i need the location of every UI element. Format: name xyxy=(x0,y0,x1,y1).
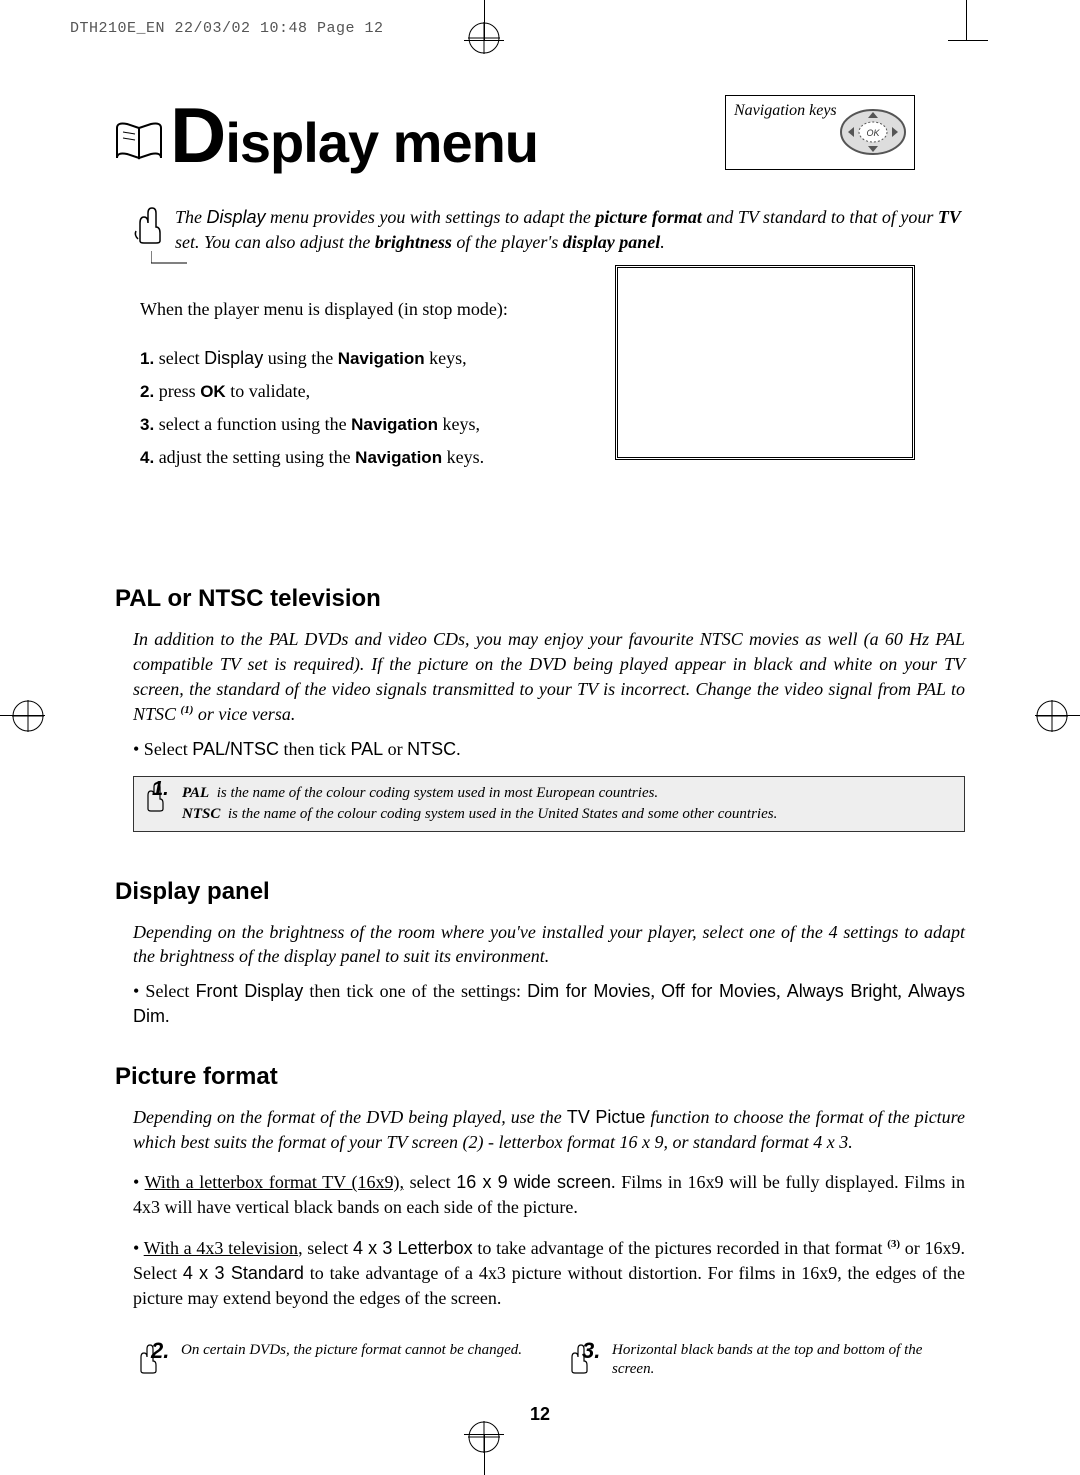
section-display-panel-body: Depending on the brightness of the room … xyxy=(133,920,965,970)
book-icon xyxy=(115,120,167,167)
picture-format-bullet-1: • With a letterbox format TV (16x9), sel… xyxy=(133,1170,965,1220)
nav-keys-label: Navigation keys xyxy=(734,102,837,119)
display-panel-bullet: • Select Front Display then tick one of … xyxy=(133,979,965,1029)
navigation-keys-box: Navigation keys OK xyxy=(725,95,915,170)
print-header: DTH210E_EN 22/03/02 10:48 Page 12 xyxy=(70,20,384,37)
intro-text: The Display menu provides you with setti… xyxy=(175,205,965,255)
page-title: Display menu xyxy=(170,90,538,181)
bracket-icon xyxy=(151,251,191,265)
footnote-number: 3. xyxy=(582,1337,600,1366)
page-number: 12 xyxy=(0,1404,1080,1425)
footnote-2: 2. On certain DVDs, the picture format c… xyxy=(133,1341,534,1380)
pal-ntsc-bullet: • Select PAL/NTSC then tick PAL or NTSC. xyxy=(133,737,965,762)
section-pal-ntsc-title: PAL or NTSC television xyxy=(115,585,965,613)
registration-circle-icon xyxy=(468,22,500,54)
picture-format-bullet-2: • With a 4x3 television, select 4 x 3 Le… xyxy=(133,1236,965,1310)
registration-circle-icon xyxy=(12,700,44,732)
crop-mark xyxy=(464,1434,504,1435)
footnote-3: 3. Horizontal black bands at the top and… xyxy=(564,1341,965,1380)
section-picture-format-body: Depending on the format of the DVD being… xyxy=(133,1105,965,1155)
title-row: Display menu Navigation keys OK xyxy=(115,90,965,190)
footnotes-row: 2. On certain DVDs, the picture format c… xyxy=(133,1341,965,1380)
nav-keys-icon: OK xyxy=(838,102,908,167)
footnote-number: 2. xyxy=(151,1337,169,1366)
registration-circle-icon xyxy=(1036,700,1068,732)
crop-mark xyxy=(966,0,967,40)
svg-text:OK: OK xyxy=(866,128,880,138)
section-pal-ntsc-body: In addition to the PAL DVDs and video CD… xyxy=(133,627,965,726)
hand-icon xyxy=(130,205,164,250)
crop-mark xyxy=(948,40,988,41)
section-display-panel-title: Display panel xyxy=(115,878,965,906)
menu-screenshot-placeholder xyxy=(615,265,915,460)
intro-block: The Display menu provides you with setti… xyxy=(115,205,965,255)
section-picture-format-title: Picture format xyxy=(115,1063,965,1091)
note-number: 1. xyxy=(152,775,169,803)
pal-ntsc-note: 1. PAL is the name of the colour coding … xyxy=(133,776,965,832)
registration-circle-icon xyxy=(468,1421,500,1453)
